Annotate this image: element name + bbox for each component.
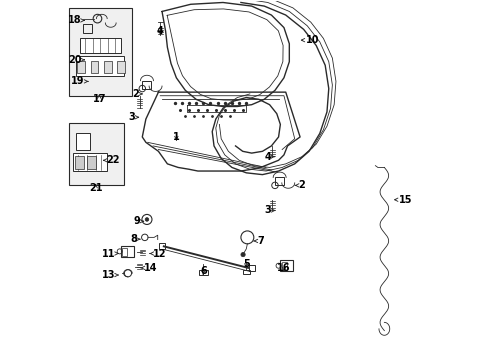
- Text: 7: 7: [257, 236, 263, 246]
- Bar: [103, 61, 111, 73]
- Text: 4: 4: [157, 26, 163, 36]
- Bar: [76, 56, 124, 76]
- Bar: [121, 246, 134, 257]
- Text: 9: 9: [134, 216, 140, 226]
- Bar: [242, 270, 249, 274]
- Bar: [77, 61, 85, 73]
- Text: 10: 10: [305, 35, 318, 45]
- Bar: [117, 61, 124, 73]
- Text: 6: 6: [200, 266, 206, 276]
- Bar: [199, 270, 207, 275]
- Text: 1: 1: [173, 132, 180, 142]
- Text: 15: 15: [398, 195, 411, 205]
- Circle shape: [241, 252, 244, 257]
- Bar: [83, 24, 92, 33]
- Bar: [90, 61, 98, 73]
- Bar: [249, 265, 254, 271]
- Text: 21: 21: [89, 183, 102, 193]
- Bar: [69, 8, 131, 96]
- Text: 8: 8: [130, 234, 137, 244]
- Text: 17: 17: [92, 94, 106, 104]
- Text: 3: 3: [264, 206, 271, 216]
- Text: 3: 3: [128, 112, 135, 122]
- Circle shape: [145, 218, 148, 221]
- Text: 19: 19: [71, 76, 85, 86]
- Text: 11: 11: [102, 248, 115, 258]
- Bar: [279, 260, 293, 271]
- Bar: [80, 39, 121, 53]
- Bar: [281, 262, 286, 270]
- Text: 14: 14: [144, 263, 157, 273]
- Bar: [75, 156, 84, 168]
- Bar: [73, 153, 107, 171]
- Text: 20: 20: [68, 55, 81, 65]
- Text: 4: 4: [264, 152, 271, 162]
- Bar: [87, 156, 96, 168]
- Text: 18: 18: [67, 15, 81, 26]
- Bar: [142, 81, 151, 89]
- Text: 16: 16: [277, 263, 290, 273]
- Text: 2: 2: [132, 89, 139, 99]
- Bar: [122, 248, 127, 256]
- Bar: [274, 177, 284, 185]
- Bar: [76, 134, 90, 149]
- Bar: [159, 243, 164, 249]
- Bar: [69, 123, 124, 185]
- Text: 5: 5: [243, 259, 249, 269]
- Text: 2: 2: [298, 180, 305, 190]
- Text: 13: 13: [102, 270, 115, 280]
- Text: 22: 22: [106, 155, 120, 165]
- Text: 12: 12: [153, 248, 166, 258]
